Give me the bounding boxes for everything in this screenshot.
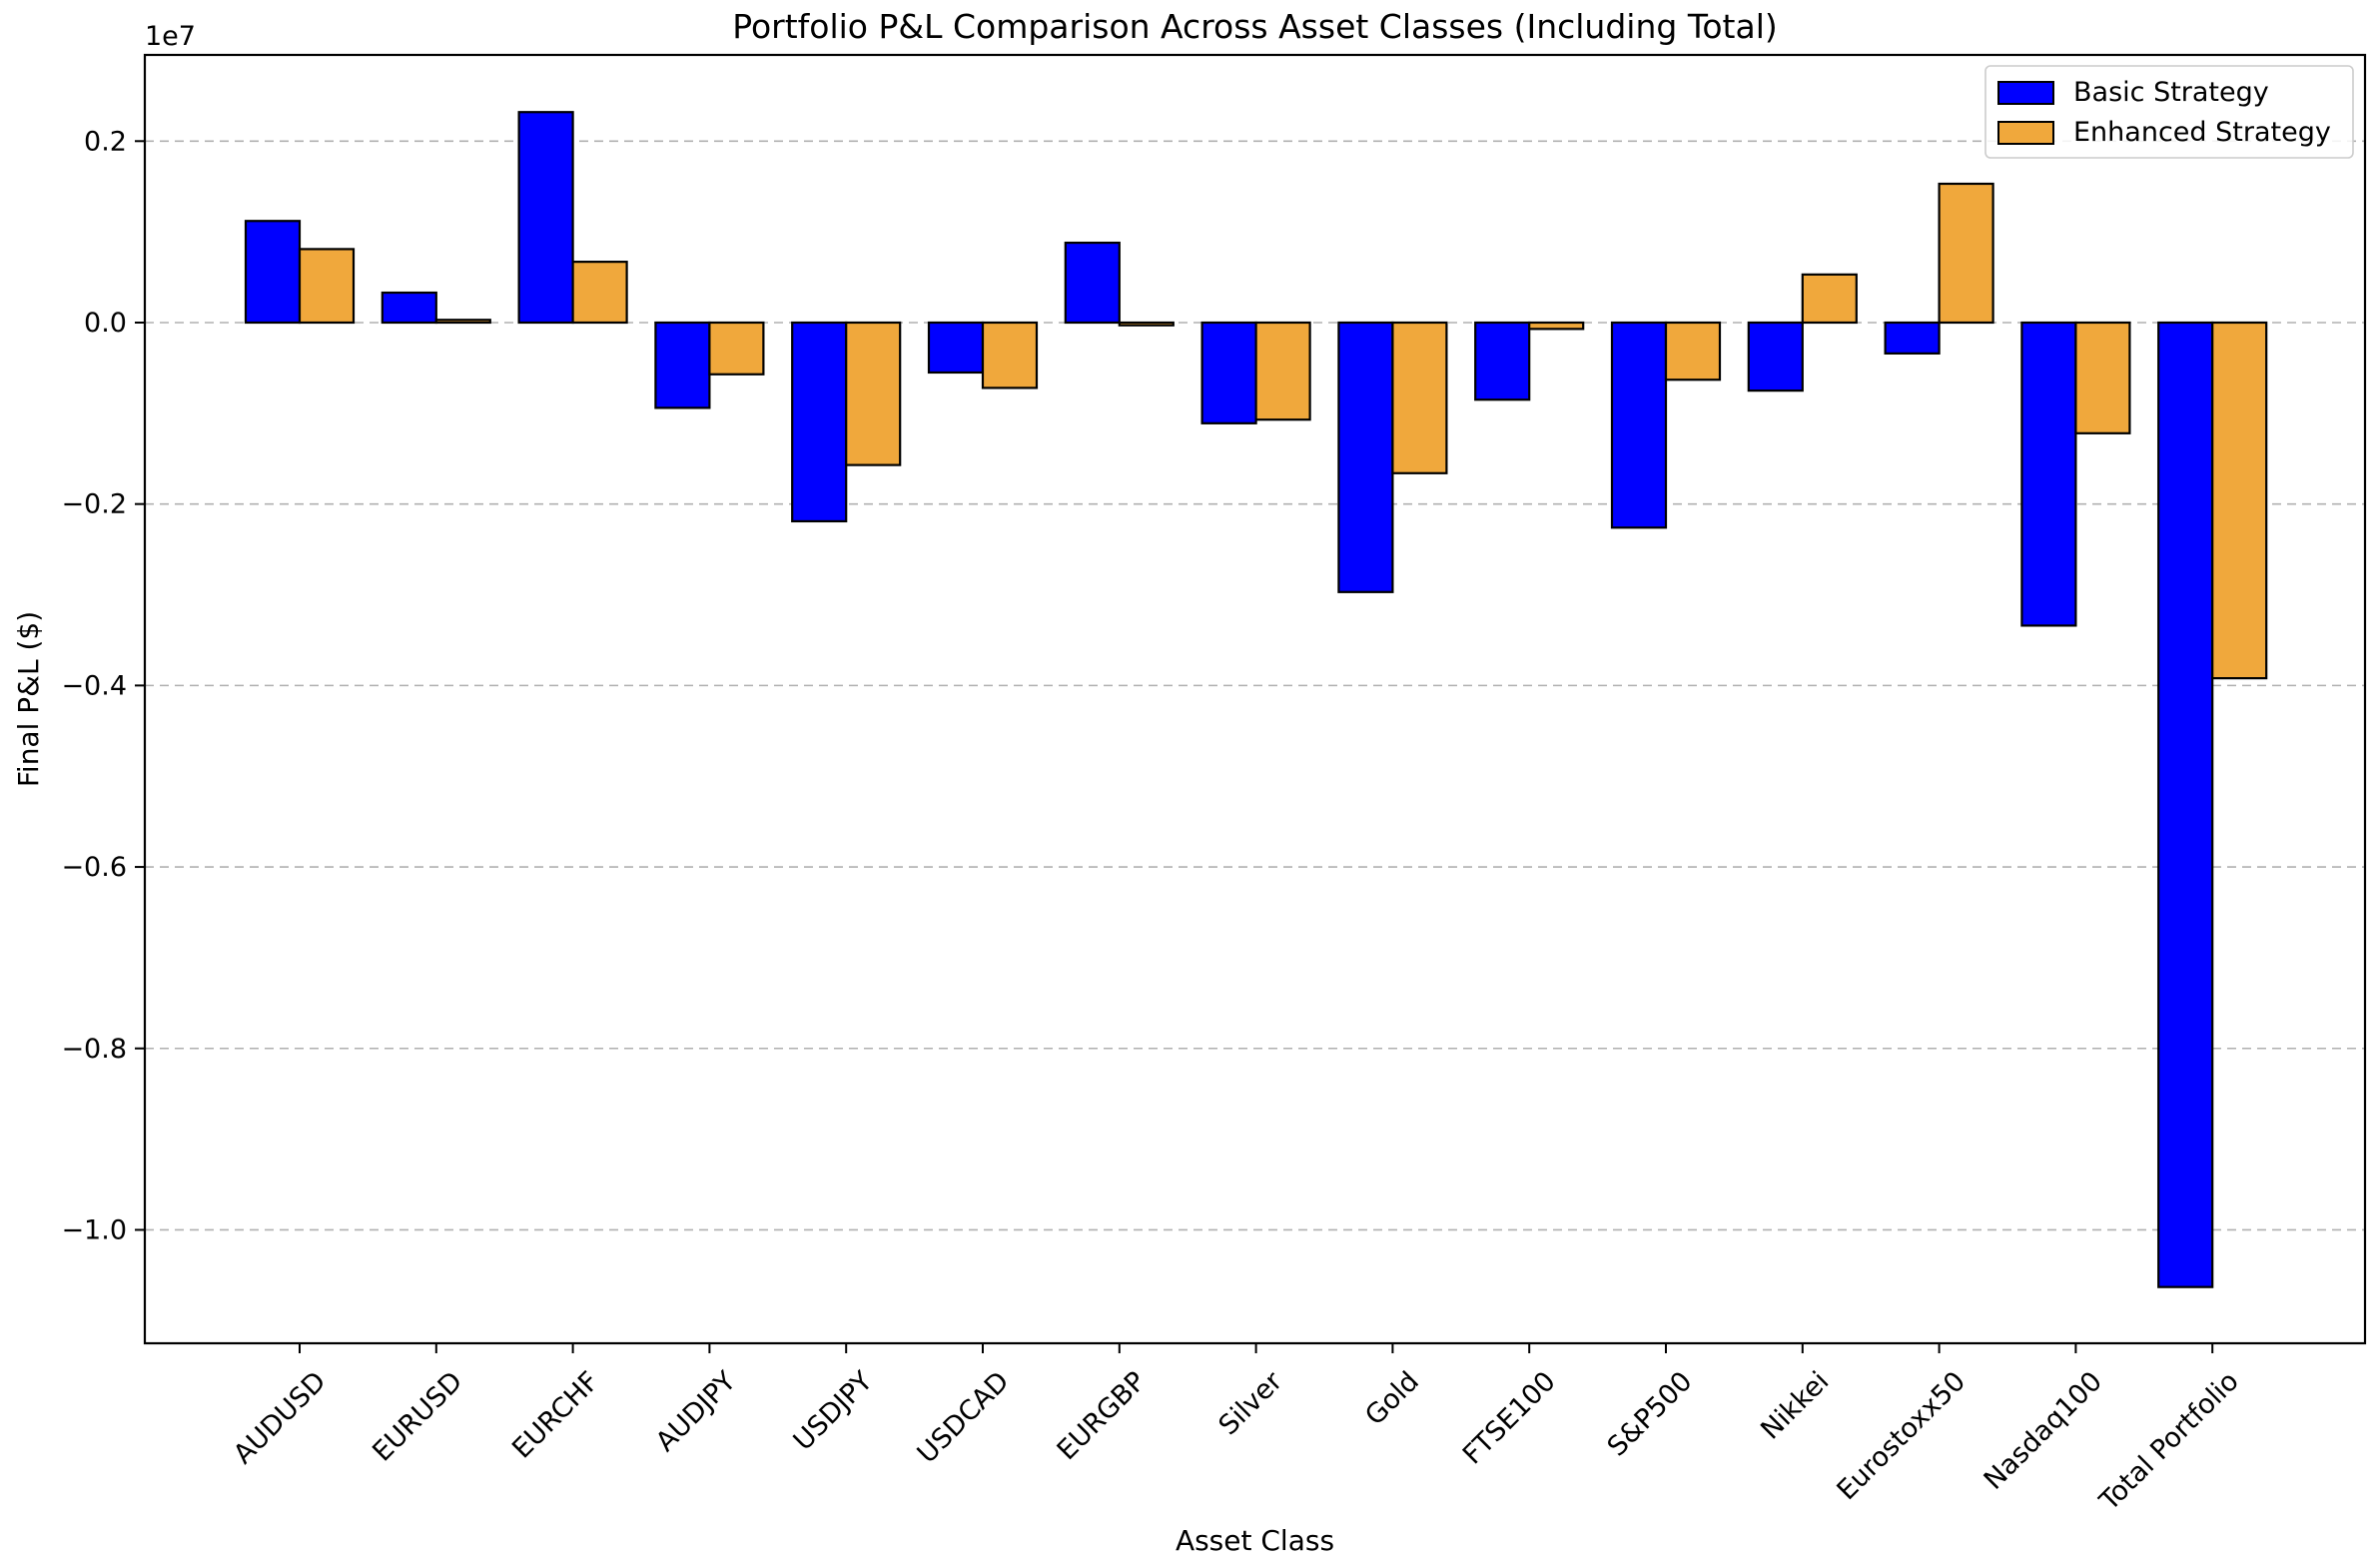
bar-enhanced-gold	[1391, 321, 1448, 474]
legend-swatch	[1997, 121, 2054, 145]
bar-basic-silver	[1200, 321, 1257, 424]
bar-basic-audjpy	[654, 321, 711, 409]
bar-enhanced-silver	[1254, 321, 1311, 421]
legend-box	[1984, 65, 2354, 159]
bar-enhanced-ftse100	[1528, 321, 1585, 331]
bars	[244, 111, 2268, 1288]
legend-swatch	[1997, 81, 2054, 105]
bar-enhanced-total-portfolio	[2211, 321, 2268, 680]
y-tick-label: −0.4	[61, 670, 127, 701]
bar-basic-eurchf	[517, 111, 574, 325]
x-axis-title: Asset Class	[1176, 1524, 1334, 1557]
bar-basic-gold	[1337, 321, 1394, 593]
bar-enhanced-audusd	[298, 248, 356, 325]
y-tick-label: 0.0	[84, 308, 127, 339]
bar-basic-usdcad	[927, 321, 985, 375]
bar-basic-eurusd	[381, 291, 437, 325]
bar-enhanced-s-p500	[1664, 321, 1722, 382]
bar-enhanced-nasdaq100	[2074, 321, 2131, 434]
bar-basic-s-p500	[1610, 321, 1668, 529]
legend-label: Enhanced Strategy	[2073, 117, 2331, 148]
bar-enhanced-eurostoxx50	[1938, 182, 1994, 325]
bar-enhanced-audjpy	[708, 321, 765, 376]
y-axis-title: Final P&L ($)	[12, 611, 45, 787]
bar-basic-audusd	[244, 220, 302, 325]
bar-enhanced-usdcad	[981, 321, 1039, 390]
y-tick-label: 0.2	[84, 126, 127, 157]
bar-basic-total-portfolio	[2157, 321, 2214, 1288]
y-axis-offset-label: 1e7	[145, 21, 196, 52]
bar-enhanced-eurgbp	[1118, 321, 1175, 327]
bar-enhanced-usdjpy	[845, 321, 902, 466]
bar-enhanced-eurchf	[571, 261, 628, 325]
bar-basic-nikkei	[1747, 321, 1804, 392]
bar-basic-usdjpy	[791, 321, 848, 523]
axes	[143, 53, 2367, 1345]
bar-enhanced-eurusd	[434, 319, 491, 325]
y-tick-label: −0.6	[61, 852, 127, 883]
legend: Basic Strategy Enhanced Strategy	[1984, 65, 2354, 159]
bar-basic-eurostoxx50	[1884, 321, 1941, 355]
bar-basic-ftse100	[1474, 321, 1531, 401]
y-tick-label: −0.8	[61, 1034, 127, 1065]
plot-frame	[143, 53, 2367, 1345]
bar-basic-eurgbp	[1064, 241, 1121, 325]
bar-enhanced-nikkei	[1801, 273, 1858, 325]
y-tick-label: −1.0	[61, 1214, 127, 1245]
legend-label: Basic Strategy	[2073, 77, 2269, 108]
chart-title: Portfolio P&L Comparison Across Asset Cl…	[732, 7, 1778, 46]
y-ticks: 0.2 0.0 −0.2 −0.4 −0.6 −0.8 −1.0	[61, 126, 145, 1245]
y-tick-label: −0.2	[61, 489, 127, 520]
bar-basic-nasdaq100	[2020, 321, 2077, 627]
